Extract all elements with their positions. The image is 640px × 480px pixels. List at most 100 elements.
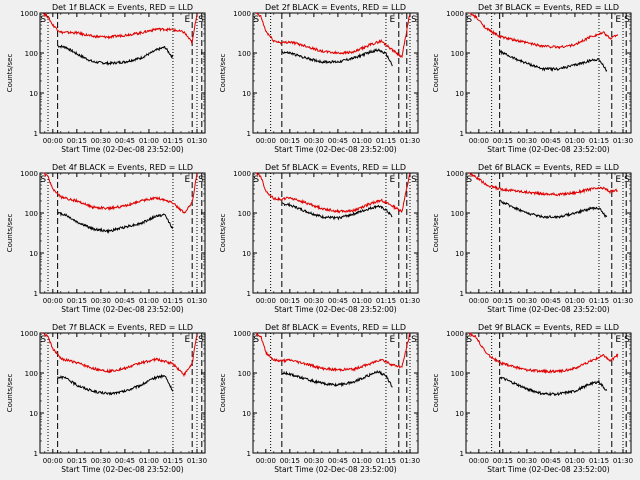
series-lld <box>468 172 619 197</box>
x-tick-label: 00:45 <box>541 297 561 305</box>
detector-panel-5: Det 5f BLACK = Events, RED = LLD 1 10 100 10… <box>219 163 420 314</box>
series-lld <box>42 12 198 46</box>
start-marker-label-right: S <box>624 175 630 185</box>
series-events <box>57 211 174 234</box>
y-tick-label: 1000 <box>446 10 464 18</box>
x-tick-label: 01:15 <box>589 457 609 465</box>
plot-frame <box>39 172 206 294</box>
x-tick-label: 00:00 <box>256 297 276 305</box>
x-tick-label: 00:30 <box>304 137 324 145</box>
series-lld <box>43 172 198 214</box>
y-tick-label: 1000 <box>20 10 38 18</box>
x-tick-label: 00:15 <box>67 457 87 465</box>
x-tick-label: 01:00 <box>565 137 585 145</box>
chart-title: Det 9f BLACK = Events, RED = LLD <box>478 323 619 332</box>
x-tick-label: 01:15 <box>163 137 183 145</box>
x-tick-label: 00:30 <box>91 297 111 305</box>
x-axis-label: Start Time (02-Dec-08 23:52:00) <box>487 305 609 314</box>
x-tick-label: 01:00 <box>352 457 372 465</box>
y-tick-label: 1 <box>247 450 251 458</box>
y-tick-label: 1 <box>247 290 251 298</box>
x-tick-label: 00:30 <box>91 137 111 145</box>
y-axis-label: Counts/sec <box>432 214 440 253</box>
detector-panel-4: Det 4f BLACK = Events, RED = LLD 1 10 100 10… <box>6 163 207 314</box>
y-tick-label: 10 <box>242 410 251 418</box>
start-marker-label: S <box>253 175 259 185</box>
y-tick-label: 1 <box>247 130 251 138</box>
x-tick-label: 00:15 <box>67 137 87 145</box>
detector-panel-1: Det 1f BLACK = Events, RED = LLD 1 10 100 10… <box>6 3 207 154</box>
x-tick-label: 01:15 <box>376 457 396 465</box>
y-tick-label: 100 <box>25 210 38 218</box>
start-marker-label: S <box>466 15 472 25</box>
y-tick-label: 1000 <box>20 170 38 178</box>
detector-panel-3: Det 3f BLACK = Events, RED = LLD 1 10 100 10… <box>432 3 633 154</box>
x-tick-label: 00:45 <box>328 297 348 305</box>
y-axis-label: Counts/sec <box>432 374 440 413</box>
y-tick-label: 100 <box>238 50 251 58</box>
end-marker-label: E <box>185 15 191 25</box>
x-axis-label: Start Time (02-Dec-08 23:52:00) <box>61 465 183 474</box>
end-marker-label: E <box>615 15 621 25</box>
series-lld <box>255 12 411 59</box>
x-tick-label: 00:45 <box>328 137 348 145</box>
end-marker-label: E <box>615 335 621 345</box>
y-tick-label: 1000 <box>233 170 251 178</box>
plot-frame <box>39 12 206 134</box>
series-events <box>57 373 174 396</box>
start-marker-label: S <box>466 175 472 185</box>
end-marker-label: E <box>390 335 396 345</box>
x-tick-label: 00:45 <box>541 457 561 465</box>
series-events <box>57 44 174 66</box>
end-marker-label: E <box>615 175 621 185</box>
detector-panel-2: Det 2f BLACK = Events, RED = LLD 1 10 100 10… <box>219 3 420 154</box>
x-tick-label: 01:30 <box>613 137 633 145</box>
y-tick-label: 10 <box>455 410 464 418</box>
y-tick-label: 10 <box>29 90 38 98</box>
end-marker-label: E <box>390 175 396 185</box>
plot-frame <box>465 12 632 134</box>
x-axis-label: Start Time (02-Dec-08 23:52:00) <box>487 465 609 474</box>
x-tick-label: 01:00 <box>139 137 159 145</box>
x-tick-label: 00:15 <box>280 137 300 145</box>
x-tick-label: 01:30 <box>187 137 207 145</box>
y-tick-label: 100 <box>25 50 38 58</box>
x-tick-label: 01:00 <box>565 457 585 465</box>
chart-title: Det 5f BLACK = Events, RED = LLD <box>265 163 406 172</box>
y-tick-label: 1 <box>34 130 38 138</box>
chart-title: Det 4f BLACK = Events, RED = LLD <box>52 163 193 172</box>
chart-title: Det 3f BLACK = Events, RED = LLD <box>478 3 619 12</box>
start-marker-label-right: S <box>624 15 630 25</box>
end-marker-label: E <box>390 15 396 25</box>
y-tick-label: 1 <box>460 450 464 458</box>
x-tick-label: 00:45 <box>541 137 561 145</box>
x-tick-label: 00:45 <box>115 297 135 305</box>
x-tick-label: 01:00 <box>565 297 585 305</box>
y-tick-label: 10 <box>455 90 464 98</box>
x-axis-label: Start Time (02-Dec-08 23:52:00) <box>274 305 396 314</box>
x-tick-label: 01:30 <box>613 297 633 305</box>
x-tick-label: 01:00 <box>352 297 372 305</box>
x-tick-label: 00:30 <box>91 457 111 465</box>
x-tick-label: 00:00 <box>469 137 489 145</box>
start-marker-label: S <box>253 15 259 25</box>
x-tick-label: 01:15 <box>376 297 396 305</box>
x-tick-label: 00:30 <box>304 297 324 305</box>
start-marker-label: S <box>253 335 259 345</box>
start-marker-label-right: S <box>198 175 204 185</box>
chart-title: Det 1f BLACK = Events, RED = LLD <box>52 3 193 12</box>
series-events <box>499 49 608 73</box>
x-tick-label: 00:15 <box>493 137 513 145</box>
x-tick-label: 01:00 <box>352 137 372 145</box>
plot-frame <box>465 172 632 294</box>
x-tick-label: 00:15 <box>280 297 300 305</box>
x-tick-label: 01:15 <box>163 457 183 465</box>
y-tick-label: 10 <box>242 90 251 98</box>
series-events <box>281 201 393 221</box>
x-axis-label: Start Time (02-Dec-08 23:52:00) <box>61 145 183 154</box>
x-tick-label: 01:30 <box>613 457 633 465</box>
x-tick-label: 00:15 <box>493 457 513 465</box>
x-axis-label: Start Time (02-Dec-08 23:52:00) <box>61 305 183 314</box>
x-tick-label: 01:30 <box>400 457 420 465</box>
x-tick-label: 01:00 <box>139 297 159 305</box>
